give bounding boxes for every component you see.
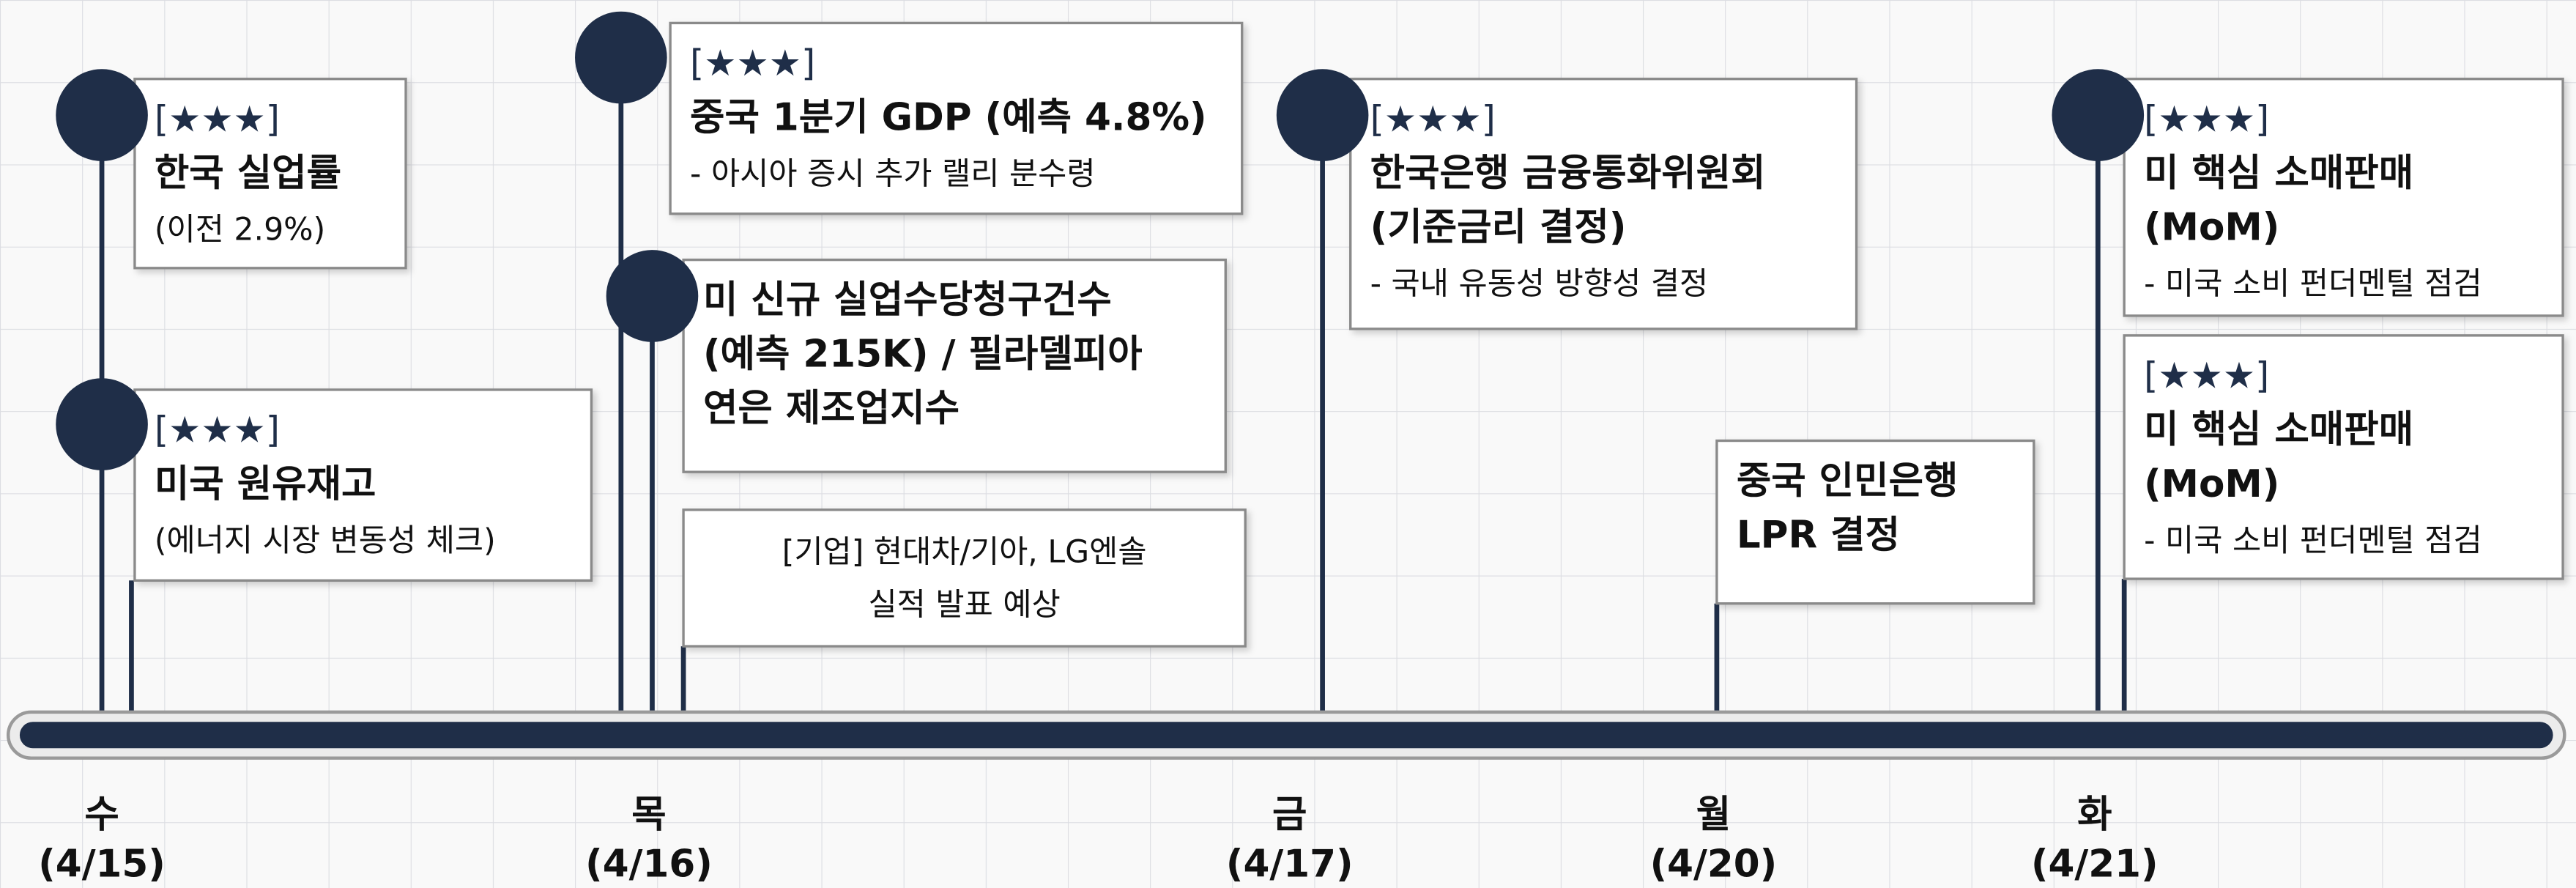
event-box <box>133 388 593 582</box>
event: [★★★] 미 핵심 소매판매 (MoM) - 미국 소비 펀더멘털 점검 <box>2123 334 2564 580</box>
date-label: (4/17) <box>1226 842 1354 886</box>
event-title: 중국 인민은행 <box>1737 459 1959 503</box>
event-dot <box>2052 69 2145 161</box>
stems <box>99 57 2127 719</box>
event-dot <box>575 11 667 104</box>
event-dot <box>56 378 148 470</box>
event: [★★★] 중국 1분기 GDP (예측 4.8%) - 아시아 증시 추가 랠리 … <box>575 11 1244 215</box>
date-label: (4/16) <box>585 842 713 886</box>
event-title: LPR 결정 <box>1737 513 1900 557</box>
event-rating: [★★★] <box>2144 355 2269 397</box>
event-note: (에너지 시장 변동성 체크) <box>155 522 496 559</box>
event-box <box>2123 78 2564 317</box>
event-title: 연은 제조업지수 <box>703 387 959 431</box>
event-rating: [★★★] <box>155 98 280 141</box>
event-note: [기업] 현대차/기아, LG엔솔 <box>782 534 1147 571</box>
day-labels: 수 (4/15) 목 (4/16) 금 (4/17) 월 (4/20) 화 (4/21) <box>38 793 2158 886</box>
event-box <box>1715 439 2035 605</box>
event-note: - 아시아 증시 추가 랠리 분수령 <box>690 155 1096 192</box>
weekday-label: 월 <box>1696 793 1731 837</box>
event-title: (기준금리 결정) <box>1370 206 1627 250</box>
event-dot <box>606 250 699 342</box>
date-label: (4/21) <box>2031 842 2159 886</box>
timeline-bar <box>19 722 2553 749</box>
weekday-label: 화 <box>2077 793 2112 837</box>
event: [★★★] 미 핵심 소매판매 (MoM) - 미국 소비 펀더멘털 점검 <box>2052 69 2564 317</box>
event-box <box>669 21 1244 215</box>
event-box <box>133 78 407 270</box>
event-title: 미국 원유재고 <box>155 462 376 506</box>
weekday-label: 금 <box>1272 793 1307 837</box>
event-box <box>682 508 1247 648</box>
event-title: 미 신규 실업수당청구건수 <box>703 278 1112 322</box>
weekday-label: 수 <box>84 793 119 837</box>
event-rating: [★★★] <box>155 409 280 451</box>
event: [★★★] 미국 원유재고 (에너지 시장 변동성 체크) <box>56 378 593 582</box>
event-note: - 미국 소비 펀더멘털 점검 <box>2144 266 2482 303</box>
event-title: (예측 215K) / 필라델피아 <box>703 332 1143 376</box>
event-title: 미 핵심 소매판매 <box>2144 152 2413 196</box>
date-label: (4/20) <box>1650 842 1778 886</box>
event: 중국 인민은행 LPR 결정 <box>1715 439 2035 605</box>
weekday-label: 목 <box>631 793 666 837</box>
event-box <box>2123 334 2564 580</box>
event-dot <box>1276 69 1369 161</box>
event-title: 미 핵심 소매판매 <box>2144 408 2413 452</box>
event-title: 한국은행 금융통화위원회 <box>1370 152 1766 196</box>
event-rating: [★★★] <box>2144 98 2269 141</box>
event-title: (MoM) <box>2144 206 2279 250</box>
event-rating: [★★★] <box>1370 98 1496 141</box>
event-note: - 국내 유동성 방향성 결정 <box>1370 266 1709 303</box>
event-rating: [★★★] <box>690 42 815 84</box>
event: [★★★] 한국 실업률 (이전 2.9%) <box>56 69 407 270</box>
event-title: 한국 실업률 <box>155 152 341 196</box>
event-note: (이전 2.9%) <box>155 212 325 248</box>
event-note: 실적 발표 예상 <box>868 586 1060 623</box>
event: [★★★] 한국은행 금융통화위원회 (기준금리 결정) - 국내 유동성 방향성 결… <box>1276 69 1858 330</box>
event-title: (MoM) <box>2144 462 2279 506</box>
date-label: (4/15) <box>38 842 166 886</box>
event-dot <box>56 69 148 161</box>
event-box <box>682 258 1227 473</box>
event-title: 중국 1분기 GDP (예측 4.8%) <box>690 95 1207 139</box>
event-box <box>1349 78 1858 330</box>
event-boxes: [★★★] 한국 실업률 (이전 2.9%) [★★★] 미국 원유재고 (에너지 시장 … <box>56 11 2564 648</box>
event-note: - 미국 소비 펀더멘털 점검 <box>2144 522 2482 559</box>
